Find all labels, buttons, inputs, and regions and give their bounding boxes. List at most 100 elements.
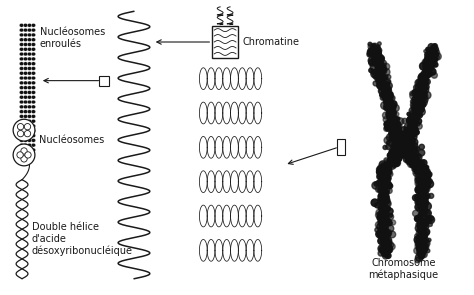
Circle shape	[383, 68, 387, 71]
Ellipse shape	[27, 43, 32, 46]
Circle shape	[417, 181, 421, 185]
Circle shape	[424, 210, 428, 214]
Circle shape	[418, 113, 422, 118]
Circle shape	[409, 131, 415, 137]
Circle shape	[397, 136, 401, 141]
Circle shape	[421, 227, 425, 230]
Circle shape	[419, 62, 427, 70]
Circle shape	[392, 146, 396, 151]
Circle shape	[378, 176, 383, 180]
Circle shape	[396, 120, 400, 124]
Circle shape	[424, 202, 431, 210]
Circle shape	[419, 174, 423, 178]
Circle shape	[417, 91, 424, 98]
Circle shape	[398, 135, 402, 139]
Circle shape	[413, 116, 417, 120]
Ellipse shape	[19, 91, 24, 94]
Circle shape	[424, 71, 430, 77]
Circle shape	[432, 58, 437, 63]
Circle shape	[422, 232, 426, 237]
Circle shape	[407, 130, 414, 136]
Circle shape	[381, 75, 385, 79]
Circle shape	[390, 156, 393, 160]
Circle shape	[418, 240, 424, 246]
Circle shape	[420, 232, 427, 238]
Circle shape	[400, 141, 406, 147]
Circle shape	[383, 190, 386, 193]
Circle shape	[405, 134, 408, 137]
Circle shape	[414, 168, 421, 174]
Circle shape	[387, 126, 391, 129]
Ellipse shape	[23, 105, 27, 109]
Circle shape	[410, 163, 413, 166]
Circle shape	[392, 121, 400, 129]
Circle shape	[421, 71, 425, 75]
Circle shape	[385, 88, 392, 94]
Ellipse shape	[27, 47, 32, 51]
Circle shape	[374, 47, 380, 53]
Circle shape	[407, 158, 411, 162]
Circle shape	[397, 152, 400, 155]
Circle shape	[381, 210, 389, 218]
Circle shape	[401, 149, 408, 155]
Circle shape	[418, 171, 422, 174]
Circle shape	[380, 64, 385, 69]
Circle shape	[410, 161, 416, 168]
Circle shape	[374, 72, 382, 79]
Circle shape	[387, 106, 394, 113]
Circle shape	[378, 68, 383, 73]
Circle shape	[388, 152, 395, 160]
Circle shape	[410, 125, 414, 129]
Circle shape	[382, 91, 385, 94]
Circle shape	[392, 141, 398, 147]
Circle shape	[383, 225, 388, 230]
Circle shape	[386, 111, 393, 118]
Circle shape	[405, 146, 410, 152]
Circle shape	[388, 162, 393, 167]
Circle shape	[377, 166, 385, 174]
Circle shape	[376, 166, 383, 173]
Circle shape	[418, 205, 423, 210]
Circle shape	[414, 215, 421, 222]
Circle shape	[422, 186, 427, 191]
Circle shape	[377, 181, 383, 186]
Circle shape	[417, 244, 420, 248]
Circle shape	[376, 77, 383, 84]
Circle shape	[417, 99, 421, 104]
Ellipse shape	[19, 124, 24, 128]
Circle shape	[375, 66, 380, 71]
Ellipse shape	[23, 47, 27, 51]
Circle shape	[420, 253, 423, 256]
Circle shape	[394, 151, 400, 156]
Circle shape	[381, 205, 387, 211]
Circle shape	[391, 143, 397, 149]
Ellipse shape	[19, 76, 24, 80]
Circle shape	[382, 246, 388, 253]
Circle shape	[418, 173, 422, 176]
Ellipse shape	[27, 38, 32, 42]
Circle shape	[383, 163, 386, 167]
Circle shape	[383, 112, 389, 119]
Circle shape	[418, 103, 423, 108]
Circle shape	[383, 187, 390, 193]
Circle shape	[397, 118, 404, 125]
Text: Nucléosomes: Nucléosomes	[39, 135, 104, 145]
Circle shape	[419, 203, 423, 207]
Circle shape	[415, 84, 423, 91]
Circle shape	[419, 183, 427, 191]
Circle shape	[382, 166, 389, 173]
Circle shape	[411, 104, 417, 109]
Circle shape	[404, 128, 409, 132]
Circle shape	[401, 127, 407, 133]
Circle shape	[421, 160, 427, 166]
Circle shape	[387, 225, 394, 232]
Circle shape	[424, 167, 427, 171]
Circle shape	[377, 42, 381, 45]
Circle shape	[419, 191, 423, 195]
Circle shape	[427, 59, 430, 63]
Circle shape	[414, 84, 420, 91]
Circle shape	[412, 150, 419, 158]
Circle shape	[379, 229, 386, 235]
Circle shape	[397, 148, 400, 151]
Circle shape	[392, 159, 400, 166]
